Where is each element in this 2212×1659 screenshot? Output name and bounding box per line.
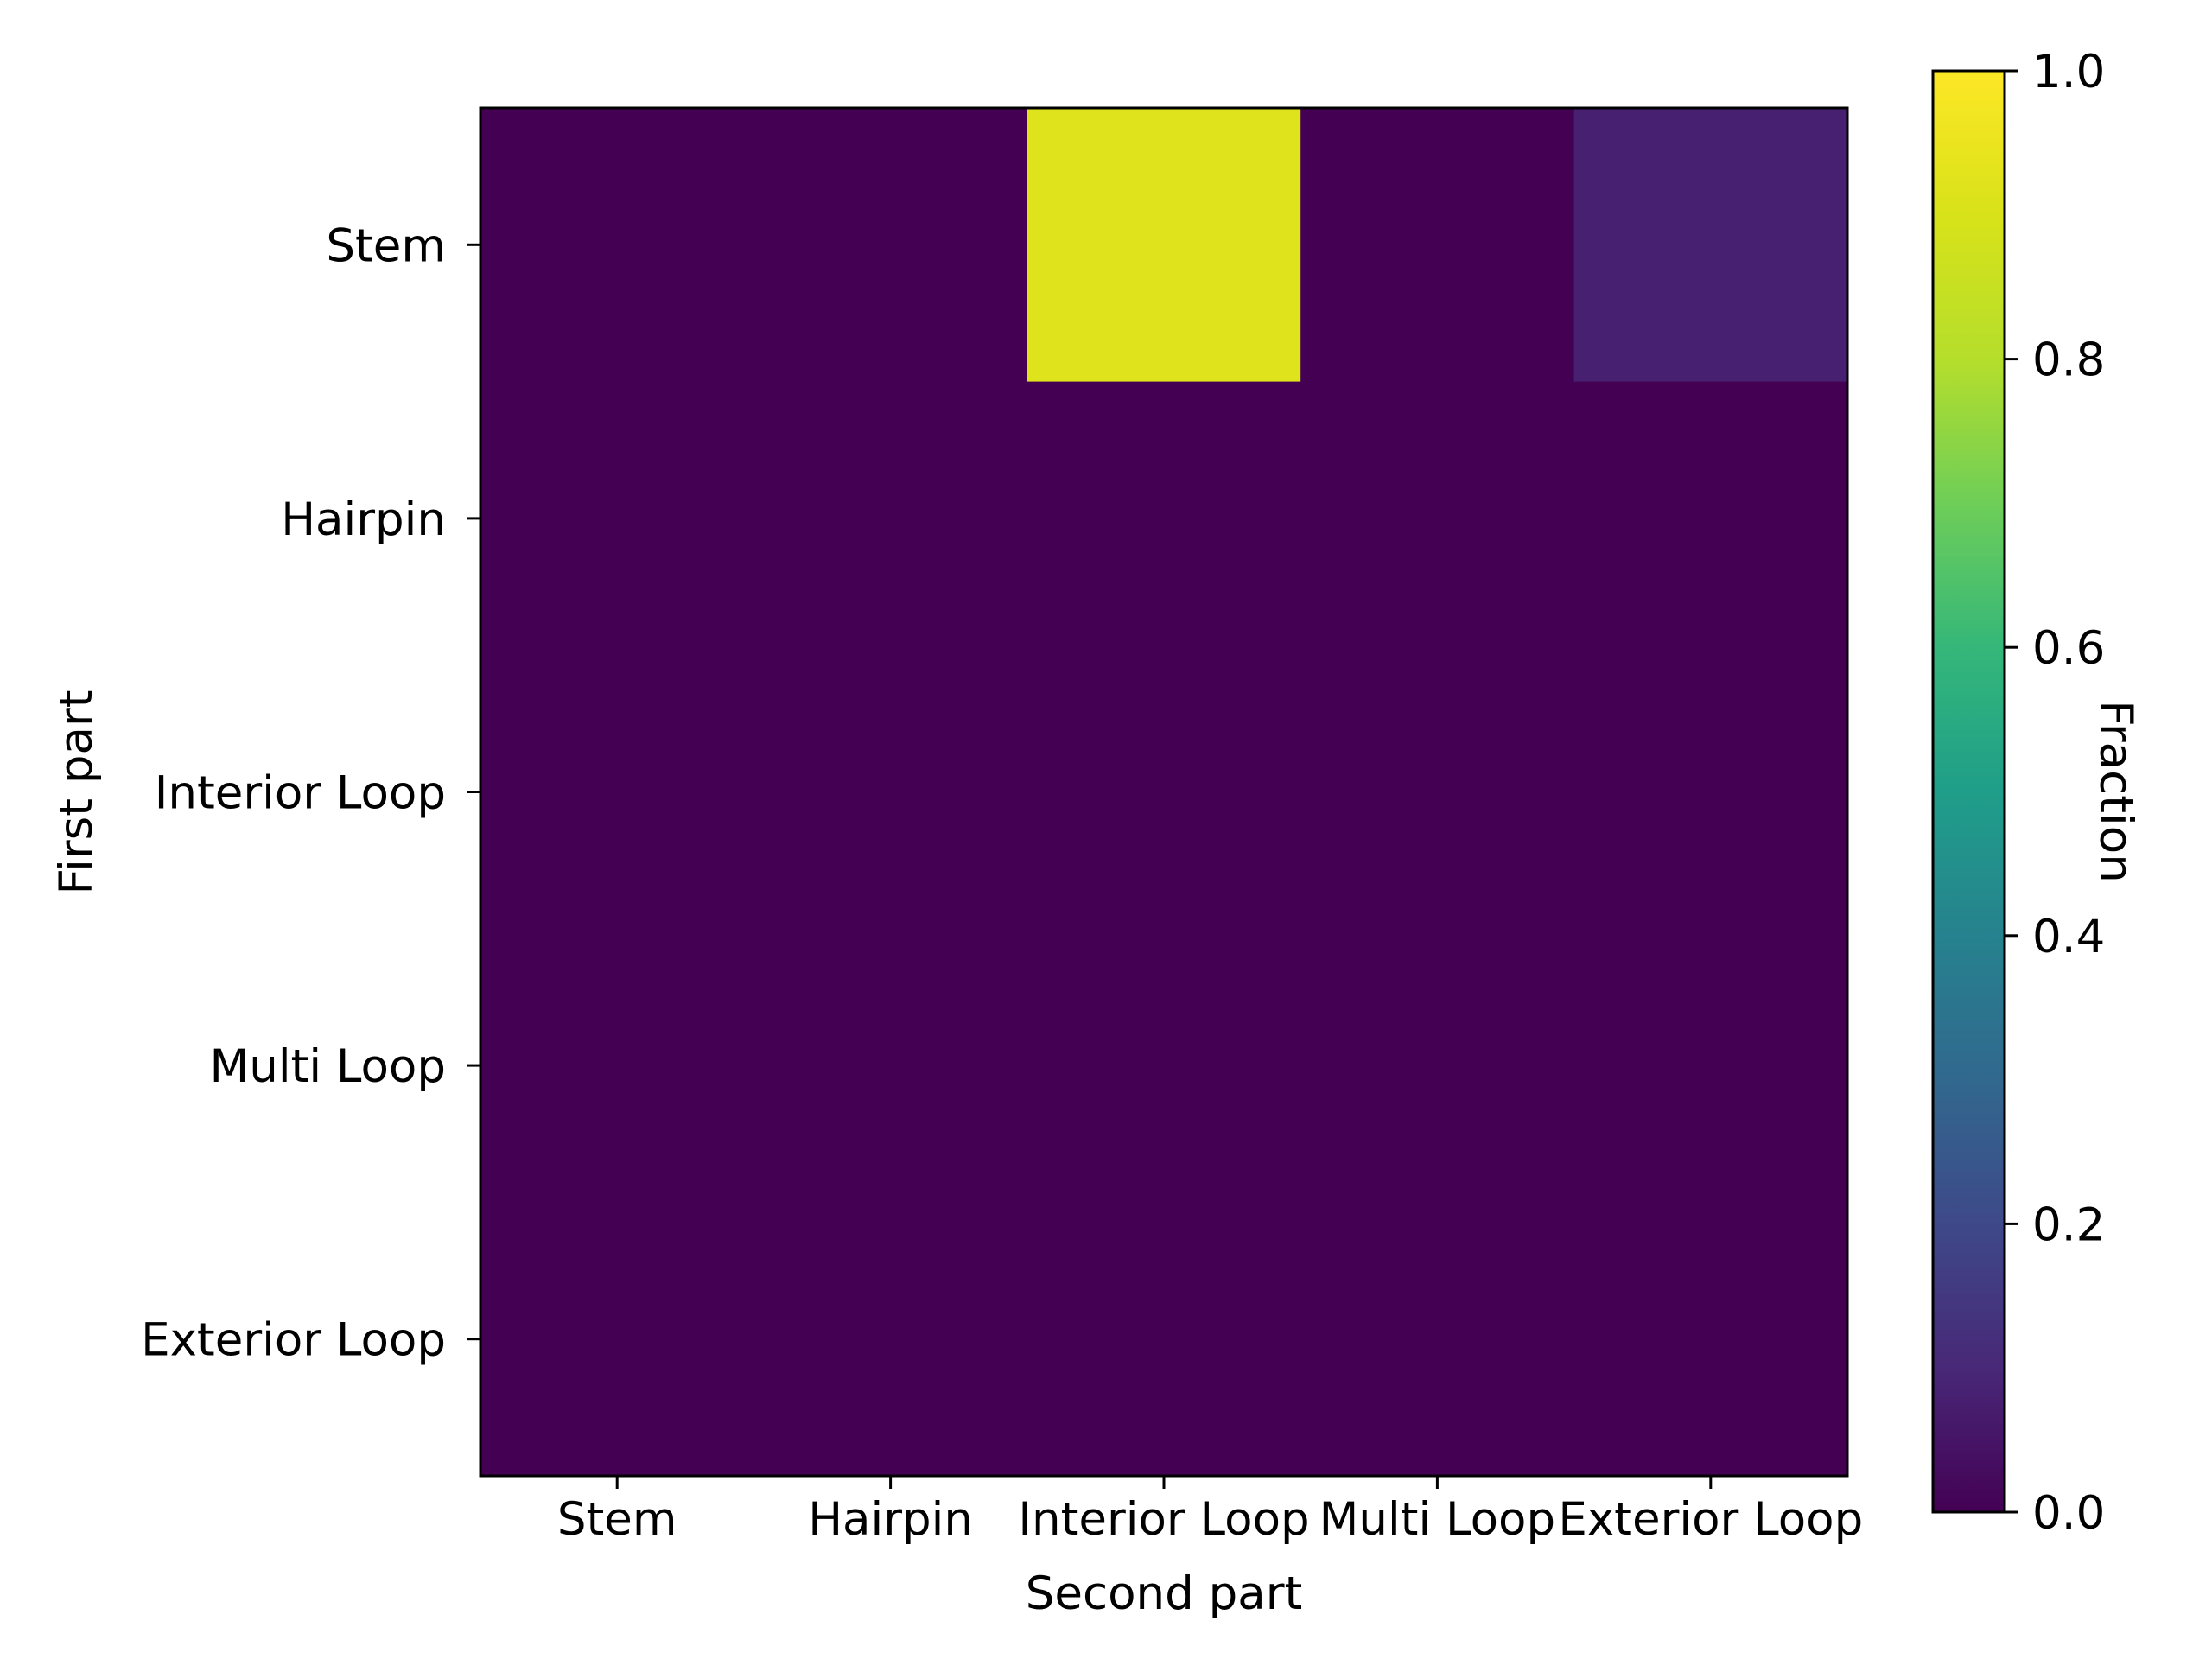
heatmap-cell-0-4 <box>1573 108 1848 383</box>
heatmap-cells <box>480 108 1848 1477</box>
x-tick-label: Hairpin <box>808 1493 973 1546</box>
heatmap-cell-3-1 <box>753 928 1028 1203</box>
heatmap-cell-4-0 <box>480 1202 754 1477</box>
heatmap-cell-4-2 <box>1027 1202 1301 1477</box>
heatmap-cell-1-0 <box>480 381 754 656</box>
heatmap-cell-2-1 <box>753 655 1028 930</box>
x-axis-ticks: Stem Hairpin Interior Loop Multi Loop Exteri… <box>557 1476 1863 1546</box>
heatmap-cell-2-4 <box>1573 655 1848 930</box>
x-tick-label: Multi Loop <box>1319 1493 1556 1546</box>
y-tick-label: Hairpin <box>281 493 446 546</box>
heatmap-cell-3-2 <box>1027 928 1301 1203</box>
x-axis-title: Second part <box>1026 1567 1303 1620</box>
colorbar-tick-label: 1.0 <box>2032 46 2105 99</box>
heatmap-cell-2-0 <box>480 655 754 930</box>
colorbar-label: Fraction <box>2089 700 2142 883</box>
heatmap-cell-4-4 <box>1573 1202 1848 1477</box>
y-axis-ticks: Stem Hairpin Interior Loop Multi Loop Exteri… <box>141 219 480 1367</box>
heatmap-cell-0-1 <box>753 108 1028 383</box>
heatmap-cell-0-0 <box>480 108 754 383</box>
heatmap-cell-4-1 <box>753 1202 1028 1477</box>
heatmap-cell-4-3 <box>1300 1202 1575 1477</box>
colorbar-tick-label: 0.0 <box>2032 1487 2105 1540</box>
y-tick-label: Stem <box>326 219 446 272</box>
x-tick-label: Stem <box>557 1493 677 1546</box>
heatmap-cell-1-2 <box>1027 381 1301 656</box>
x-tick-label: Interior Loop <box>1018 1493 1309 1546</box>
heatmap-cell-0-3 <box>1300 108 1575 383</box>
heatmap-cell-1-1 <box>753 381 1028 656</box>
heatmap-cell-2-3 <box>1300 655 1575 930</box>
y-axis-title: First part <box>50 690 103 894</box>
colorbar-tick-label: 0.4 <box>2032 911 2105 963</box>
y-tick-label: Exterior Loop <box>141 1314 446 1367</box>
heatmap-cell-1-4 <box>1573 381 1848 656</box>
y-tick-label: Interior Loop <box>155 767 446 820</box>
colorbar-ticks: 0.0 0.2 0.4 0.6 0.8 1.0 <box>2005 46 2105 1540</box>
colorbar-tick-label: 0.2 <box>2032 1198 2105 1251</box>
heatmap-cell-0-2 <box>1027 108 1301 383</box>
colorbar <box>1931 69 2006 1514</box>
colorbar-tick-label: 0.6 <box>2032 622 2105 675</box>
x-tick-label: Exterior Loop <box>1558 1493 1863 1546</box>
heatmap-cell-3-3 <box>1300 928 1575 1203</box>
heatmap-cell-3-4 <box>1573 928 1848 1203</box>
y-tick-label: Multi Loop <box>210 1040 447 1093</box>
heatmap-cell-1-3 <box>1300 381 1575 656</box>
heatmap-cell-2-2 <box>1027 655 1301 930</box>
heatmap-cell-3-0 <box>480 928 754 1203</box>
colorbar-tick-label: 0.8 <box>2032 334 2105 387</box>
